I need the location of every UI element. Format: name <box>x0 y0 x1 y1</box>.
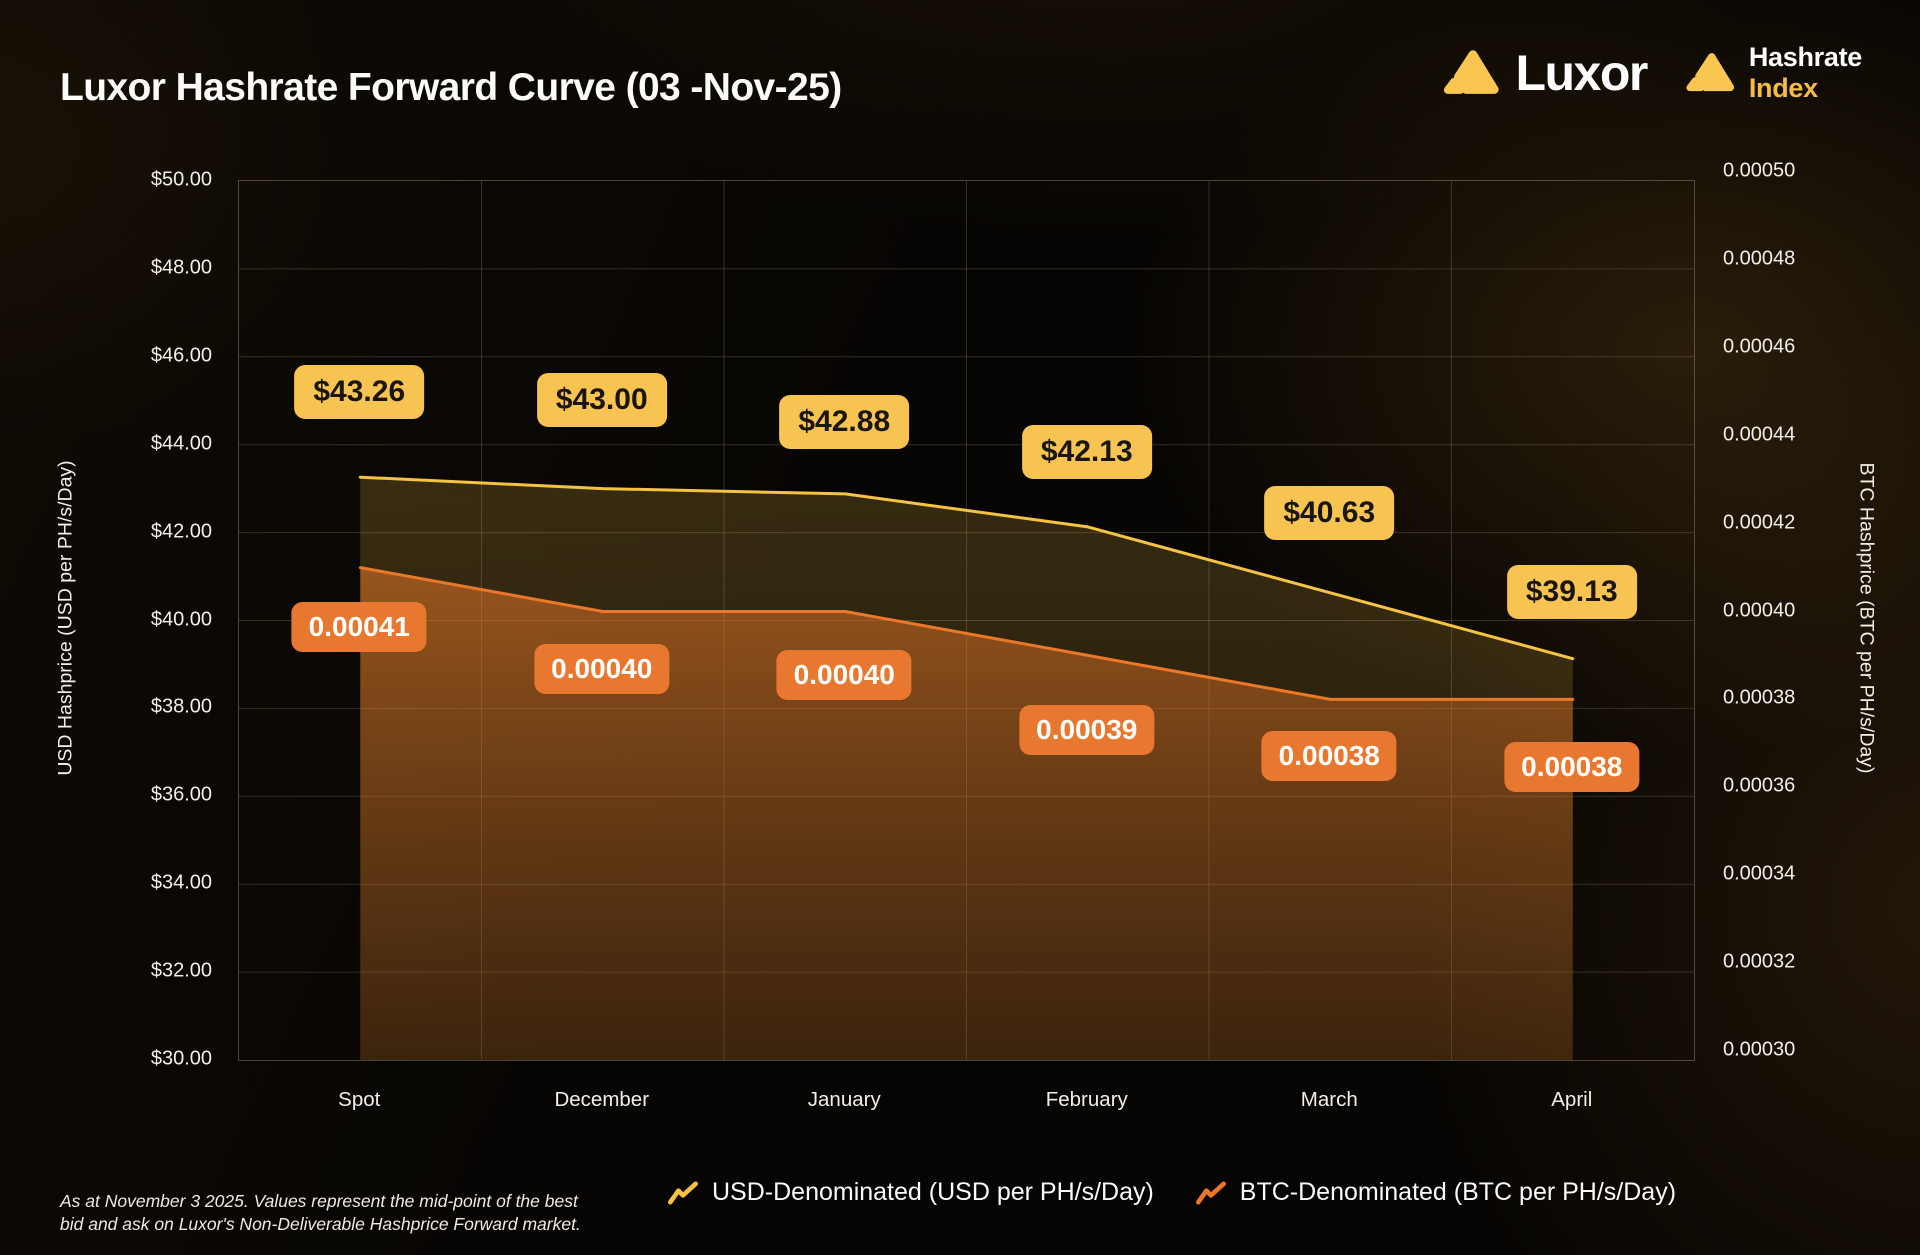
left-axis-tick: $30.00 <box>150 1047 212 1070</box>
right-axis-tick: 0.00042 <box>1723 511 1796 534</box>
hashrate-index-logo: Hashrate Index <box>1683 42 1862 104</box>
right-axis-tick: 0.00048 <box>1723 247 1796 270</box>
value-badge-btc: 0.00039 <box>1019 705 1155 756</box>
left-axis-tick: $40.00 <box>150 608 212 630</box>
x-axis-label: April <box>1551 1088 1593 1111</box>
luxor-wordmark: Luxor <box>1515 45 1648 101</box>
legend-line-icon <box>1195 1180 1226 1205</box>
btc-line <box>358 566 1575 701</box>
legend-item-btc: BTC-Denominated (BTC per PH/s/Day) <box>1195 1178 1677 1207</box>
right-axis-tick: 0.00030 <box>1723 1038 1796 1061</box>
page-title: Luxor Hashrate Forward Curve (03 -Nov-25… <box>60 66 842 110</box>
right-axis-tick: 0.00050 <box>1723 159 1796 182</box>
x-axis-label: Spot <box>338 1088 381 1111</box>
value-badge-usd: $42.88 <box>779 394 910 449</box>
legend: USD-Denominated (USD per PH/s/Day) BTC-De… <box>668 1178 1676 1207</box>
value-badge-btc: 0.00038 <box>1504 742 1640 793</box>
hashrate-index-wordmark-line2: Index <box>1748 73 1818 103</box>
right-axis-title: BTC Hashprice (BTC per PH/s/Day) <box>1855 462 1878 774</box>
hashrate-index-triangle-icon <box>1686 53 1734 92</box>
footnote: As at November 3 2025. Values represent … <box>60 1190 581 1236</box>
value-badge-usd: $43.26 <box>294 365 425 420</box>
left-axis-tick: $46.00 <box>150 344 212 367</box>
legend-label: BTC-Denominated (BTC per PH/s/Day) <box>1239 1178 1677 1206</box>
hashrate-index-wordmark: Hashrate Index <box>1749 42 1862 104</box>
luxor-triangle-icon <box>1444 50 1500 94</box>
right-axis-tick: 0.00040 <box>1723 599 1796 621</box>
hashrate-index-wordmark-line1: Hashrate <box>1748 42 1862 72</box>
x-axis-label: January <box>807 1088 881 1111</box>
value-badge-usd: $42.13 <box>1021 424 1152 479</box>
right-axis-tick: 0.00038 <box>1723 686 1796 709</box>
left-axis-tick: $36.00 <box>150 783 212 806</box>
left-axis-tick: $48.00 <box>150 256 212 279</box>
plot-area <box>238 180 1695 1061</box>
x-axis-label: March <box>1300 1088 1358 1111</box>
x-axis-label: December <box>554 1088 650 1111</box>
legend-item-usd: USD-Denominated (USD per PH/s/Day) <box>668 1178 1154 1207</box>
left-axis-tick: $50.00 <box>150 168 212 191</box>
brand-logos: Luxor Hashrate Index <box>1440 42 1862 104</box>
value-badge-usd: $43.00 <box>536 372 667 427</box>
footnote-line-1: As at November 3 2025. Values represent … <box>60 1190 578 1211</box>
right-axis-tick: 0.00046 <box>1723 335 1796 358</box>
value-badge-btc: 0.00041 <box>291 601 427 652</box>
left-axis-tick: $34.00 <box>150 871 212 894</box>
value-badge-btc: 0.00038 <box>1261 731 1397 782</box>
legend-line-icon <box>668 1180 698 1205</box>
legend-label: USD-Denominated (USD per PH/s/Day) <box>712 1178 1154 1206</box>
value-badge-btc: 0.00040 <box>534 643 670 694</box>
chart-svg <box>239 181 1694 1060</box>
value-badge-usd: $40.63 <box>1264 485 1395 540</box>
usd-line <box>358 475 1575 661</box>
left-axis-tick: $32.00 <box>150 959 212 982</box>
value-badge-btc: 0.00040 <box>776 649 912 700</box>
left-axis-tick: $42.00 <box>150 520 212 543</box>
right-axis-tick: 0.00034 <box>1723 862 1796 885</box>
right-axis-tick: 0.00044 <box>1723 423 1796 446</box>
value-badge-usd: $39.13 <box>1506 564 1637 619</box>
luxor-logo: Luxor <box>1440 44 1648 102</box>
left-axis-tick: $38.00 <box>150 695 212 718</box>
x-axis-label: February <box>1045 1088 1128 1111</box>
left-axis-tick: $44.00 <box>150 432 212 455</box>
right-axis-tick: 0.00032 <box>1723 950 1796 973</box>
footnote-line-2: bid and ask on Luxor's Non-Deliverable H… <box>60 1213 581 1234</box>
right-axis-tick: 0.00036 <box>1723 774 1796 797</box>
